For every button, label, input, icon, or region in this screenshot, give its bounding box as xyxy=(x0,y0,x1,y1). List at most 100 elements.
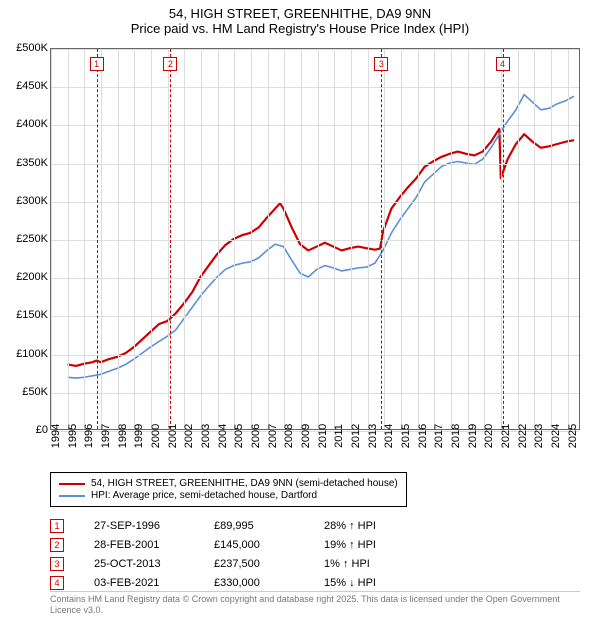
transaction-price: £89,995 xyxy=(214,520,324,532)
gridline-vertical xyxy=(318,49,319,429)
x-tick-label: 2000 xyxy=(150,424,162,448)
gridline-vertical xyxy=(401,49,402,429)
x-tick-label: 2011 xyxy=(333,424,345,448)
gridline-vertical xyxy=(484,49,485,429)
x-tick-label: 2024 xyxy=(550,424,562,448)
gridline-horizontal xyxy=(51,278,579,279)
x-tick-label: 1995 xyxy=(67,424,79,448)
transaction-marker-line xyxy=(97,49,98,429)
x-tick-label: 1997 xyxy=(100,424,112,448)
gridline-horizontal xyxy=(51,355,579,356)
x-tick-label: 1994 xyxy=(50,424,62,448)
y-tick-label: £450K xyxy=(16,80,48,92)
y-axis: £0£50K£100K£150K£200K£250K£300K£350K£400… xyxy=(0,48,50,430)
chart-legend: 54, HIGH STREET, GREENHITHE, DA9 9NN (se… xyxy=(50,472,407,507)
x-tick-label: 2018 xyxy=(450,424,462,448)
series-line-hpi xyxy=(68,95,574,379)
gridline-horizontal xyxy=(51,240,579,241)
transaction-row-marker: 3 xyxy=(50,557,64,571)
x-tick-label: 2001 xyxy=(167,424,179,448)
gridline-horizontal xyxy=(51,393,579,394)
transaction-price: £330,000 xyxy=(214,577,324,589)
transaction-marker-box: 3 xyxy=(374,57,388,71)
transaction-date: 03-FEB-2021 xyxy=(94,577,214,589)
legend-item: HPI: Average price, semi-detached house,… xyxy=(59,490,398,501)
y-tick-label: £350K xyxy=(16,157,48,169)
transaction-marker-box: 1 xyxy=(90,57,104,71)
y-tick-label: £150K xyxy=(16,309,48,321)
transaction-marker-box: 2 xyxy=(163,57,177,71)
x-tick-label: 2016 xyxy=(417,424,429,448)
y-tick-label: £400K xyxy=(16,118,48,130)
x-tick-label: 2010 xyxy=(317,424,329,448)
y-tick-label: £500K xyxy=(16,42,48,54)
gridline-vertical xyxy=(268,49,269,429)
gridline-vertical xyxy=(301,49,302,429)
transaction-marker-line xyxy=(503,49,504,429)
y-tick-label: £200K xyxy=(16,271,48,283)
x-tick-label: 2007 xyxy=(267,424,279,448)
x-tick-label: 2014 xyxy=(383,424,395,448)
y-tick-label: £300K xyxy=(16,195,48,207)
y-tick-label: £0 xyxy=(36,424,48,436)
transaction-row: 127-SEP-1996£89,99528% ↑ HPI xyxy=(50,516,444,535)
gridline-vertical xyxy=(51,49,52,429)
x-tick-label: 2009 xyxy=(300,424,312,448)
chart-title-line1: 54, HIGH STREET, GREENHITHE, DA9 9NN xyxy=(0,6,600,21)
gridline-horizontal xyxy=(51,202,579,203)
y-tick-label: £100K xyxy=(16,348,48,360)
gridline-vertical xyxy=(434,49,435,429)
x-tick-label: 2002 xyxy=(183,424,195,448)
x-tick-label: 2013 xyxy=(367,424,379,448)
x-tick-label: 2023 xyxy=(533,424,545,448)
transaction-row-marker: 1 xyxy=(50,519,64,533)
gridline-vertical xyxy=(418,49,419,429)
transaction-row: 228-FEB-2001£145,00019% ↑ HPI xyxy=(50,535,444,554)
x-tick-label: 2020 xyxy=(483,424,495,448)
gridline-vertical xyxy=(118,49,119,429)
gridline-horizontal xyxy=(51,125,579,126)
gridline-vertical xyxy=(518,49,519,429)
legend-label: 54, HIGH STREET, GREENHITHE, DA9 9NN (se… xyxy=(91,478,398,489)
chart-lines-svg xyxy=(51,49,579,429)
x-tick-label: 1998 xyxy=(117,424,129,448)
y-tick-label: £250K xyxy=(16,233,48,245)
gridline-vertical xyxy=(351,49,352,429)
gridline-vertical xyxy=(234,49,235,429)
gridline-vertical xyxy=(568,49,569,429)
x-tick-label: 2019 xyxy=(467,424,479,448)
legend-item: 54, HIGH STREET, GREENHITHE, DA9 9NN (se… xyxy=(59,478,398,489)
legend-swatch xyxy=(59,495,85,497)
gridline-vertical xyxy=(468,49,469,429)
x-tick-label: 2015 xyxy=(400,424,412,448)
transaction-marker-line xyxy=(170,49,171,429)
x-tick-label: 2012 xyxy=(350,424,362,448)
gridline-vertical xyxy=(284,49,285,429)
transactions-table: 127-SEP-1996£89,99528% ↑ HPI228-FEB-2001… xyxy=(50,516,444,592)
transaction-price: £237,500 xyxy=(214,558,324,570)
transaction-marker-line xyxy=(381,49,382,429)
gridline-vertical xyxy=(534,49,535,429)
transaction-marker-box: 4 xyxy=(496,57,510,71)
x-tick-label: 2025 xyxy=(567,424,579,448)
transaction-pct-vs-hpi: 1% ↑ HPI xyxy=(324,558,444,570)
legend-label: HPI: Average price, semi-detached house,… xyxy=(91,490,317,501)
x-tick-label: 2021 xyxy=(500,424,512,448)
gridline-vertical xyxy=(151,49,152,429)
legend-swatch xyxy=(59,483,85,485)
gridline-vertical xyxy=(334,49,335,429)
gridline-horizontal xyxy=(51,164,579,165)
transaction-date: 27-SEP-1996 xyxy=(94,520,214,532)
gridline-vertical xyxy=(368,49,369,429)
transaction-price: £145,000 xyxy=(214,539,324,551)
gridline-vertical xyxy=(68,49,69,429)
title-block: 54, HIGH STREET, GREENHITHE, DA9 9NN Pri… xyxy=(0,0,600,40)
gridline-vertical xyxy=(134,49,135,429)
chart-plot-area: 1 2 3 4 xyxy=(50,48,580,430)
gridline-vertical xyxy=(551,49,552,429)
transaction-row: 325-OCT-2013£237,5001% ↑ HPI xyxy=(50,554,444,573)
x-tick-label: 2005 xyxy=(233,424,245,448)
gridline-horizontal xyxy=(51,49,579,50)
transaction-row: 403-FEB-2021£330,00015% ↓ HPI xyxy=(50,573,444,592)
gridline-horizontal xyxy=(51,87,579,88)
